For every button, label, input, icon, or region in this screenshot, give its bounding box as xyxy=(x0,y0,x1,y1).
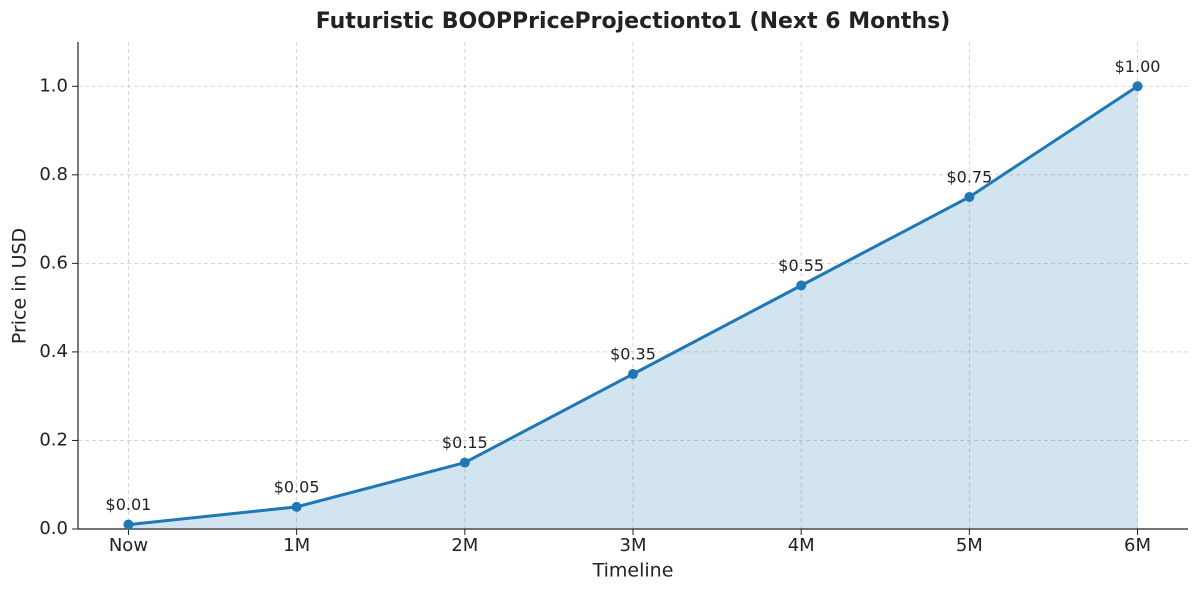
y-tick-label: 0.6 xyxy=(39,252,68,273)
point xyxy=(796,280,807,291)
value-label: $0.15 xyxy=(442,433,488,452)
value-label: $1.00 xyxy=(1115,57,1161,76)
y-tick-label: 0.4 xyxy=(39,341,68,362)
y-tick-label: 1.0 xyxy=(39,75,68,96)
value-label: $0.35 xyxy=(610,345,656,364)
x-tick-label: Now xyxy=(109,535,148,556)
area xyxy=(128,86,1138,529)
x-tick-label: 5M xyxy=(956,535,983,556)
x-tick-label: 1M xyxy=(283,535,310,556)
x-axis-label: Timeline xyxy=(592,560,674,582)
y-tick-label: 0.0 xyxy=(39,518,68,539)
value-label: $0.75 xyxy=(946,167,992,186)
point xyxy=(291,501,302,512)
point xyxy=(1132,81,1143,92)
value-label: $0.05 xyxy=(274,477,320,496)
point xyxy=(964,191,975,202)
x-tick-label: 2M xyxy=(451,535,478,556)
point xyxy=(628,369,638,380)
y-axis-label: Price in USD xyxy=(9,228,31,344)
x-tick-label: 4M xyxy=(788,535,815,556)
y-tick-label: 0.2 xyxy=(39,429,68,450)
point xyxy=(123,519,134,530)
chart-title: Futuristic BOOPPriceProjectionto1 (Next … xyxy=(316,9,951,34)
value-label: $0.55 xyxy=(778,256,824,275)
y-tick-label: 0.8 xyxy=(39,164,68,185)
x-tick-label: 3M xyxy=(620,535,647,556)
x-tick-label: 6M xyxy=(1124,535,1151,556)
point xyxy=(459,457,470,468)
value-label: $0.01 xyxy=(106,495,152,514)
